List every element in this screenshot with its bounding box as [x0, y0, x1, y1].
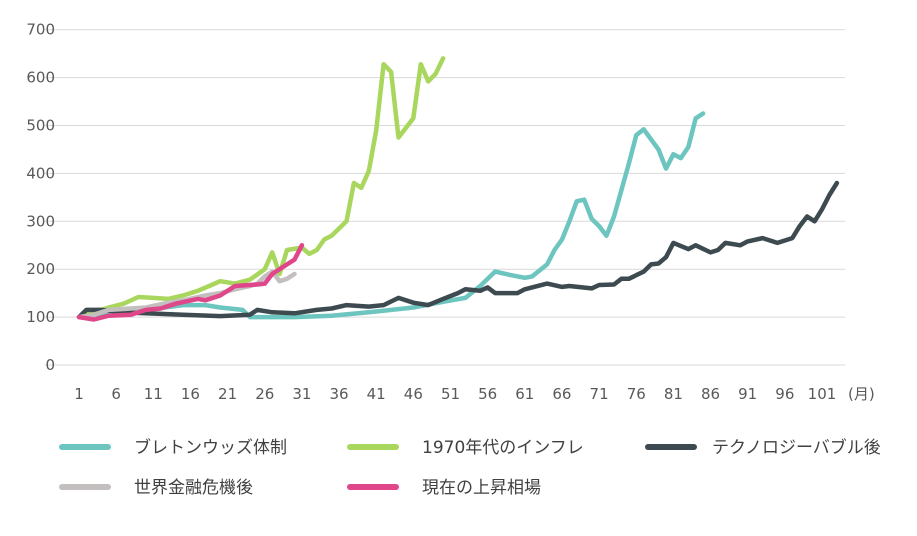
legend-item: テクノロジーバブル後	[645, 437, 881, 458]
legend-label: 1970年代のインフレ	[422, 438, 584, 458]
legend-item: 現在の上昇相場	[347, 478, 541, 498]
series-lines	[76, 56, 840, 322]
x-tick-label: 61	[515, 385, 534, 403]
x-tick-label: 86	[701, 385, 720, 403]
x-tick-label: 51	[441, 385, 460, 403]
legend-label: ブレトンウッズ体制	[134, 437, 287, 458]
x-tick-label: 46	[404, 385, 423, 403]
x-tick-label: 6	[111, 385, 121, 403]
x-tick-label: 91	[738, 385, 757, 403]
y-tick-label: 600	[26, 69, 55, 87]
y-axis-ticks: 0 100 200 300 400 500 600 700	[26, 21, 55, 374]
x-tick-label: 76	[627, 385, 646, 403]
gridlines	[45, 29, 845, 366]
legend-label: 世界金融危機後	[134, 478, 253, 498]
x-axis-ticks: 1 6 11 16 21 26 31 36 41 46 51 56 61 66 71 76 81 86 91 96 10…	[74, 385, 836, 403]
x-tick-label: 41	[367, 385, 386, 403]
x-tick-label: 31	[292, 385, 311, 403]
y-tick-label: 300	[26, 212, 55, 230]
x-tick-label: 66	[552, 385, 571, 403]
legend-item: 世界金融危機後	[59, 478, 253, 498]
y-tick-label: 500	[26, 117, 55, 135]
y-tick-label: 700	[26, 21, 55, 39]
x-tick-label: 96	[775, 385, 794, 403]
x-tick-label: 36	[330, 385, 349, 403]
legend-item: 1970年代のインフレ	[347, 438, 584, 458]
x-tick-label: 16	[181, 385, 200, 403]
legend-label: 現在の上昇相場	[422, 478, 541, 498]
series-line-0	[76, 111, 706, 320]
y-tick-label: 400	[26, 164, 55, 182]
y-tick-label: 100	[26, 308, 55, 326]
legend-item: ブレトンウッズ体制	[59, 437, 287, 458]
x-tick-label: 21	[218, 385, 237, 403]
x-tick-label: 56	[478, 385, 497, 403]
x-tick-label: 81	[664, 385, 683, 403]
series-line-4	[76, 243, 305, 322]
x-tick-label: 1	[74, 385, 84, 403]
series-line-2	[76, 180, 840, 320]
x-tick-label: 11	[144, 385, 163, 403]
legend-label: テクノロジーバブル後	[712, 437, 881, 458]
y-tick-label: 200	[26, 260, 55, 278]
x-tick-label: 26	[255, 385, 274, 403]
x-tick-label: 101	[808, 385, 837, 403]
x-tick-label: 71	[590, 385, 609, 403]
y-tick-label: 0	[45, 356, 55, 374]
x-unit-label: (月)	[848, 385, 875, 403]
